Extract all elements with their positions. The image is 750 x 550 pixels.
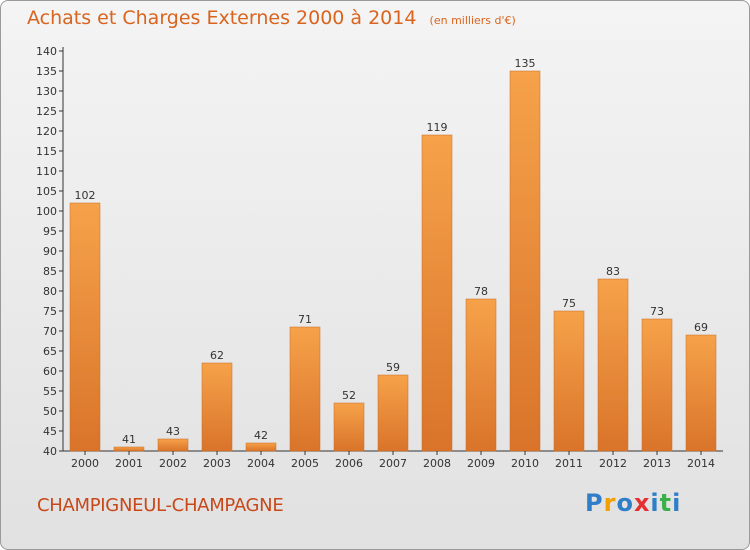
y-tick-label: 70 (43, 325, 57, 338)
data-label-2000: 102 (75, 189, 96, 202)
x-tick-label-2006: 2006 (335, 457, 363, 470)
bar-2006 (333, 402, 365, 452)
bar-2007 (377, 374, 409, 452)
data-label-2013: 73 (650, 305, 664, 318)
y-tick-label: 120 (36, 125, 57, 138)
x-tick-label-2002: 2002 (159, 457, 187, 470)
bar-2014 (685, 334, 717, 452)
chart-subtitle: (en milliers d'€) (429, 14, 516, 27)
x-tick-label-2014: 2014 (687, 457, 715, 470)
y-tick-label: 130 (36, 85, 57, 98)
y-tick-label: 135 (36, 65, 57, 78)
x-tick-label-2009: 2009 (467, 457, 495, 470)
x-tick-label-2001: 2001 (115, 457, 143, 470)
y-tick-label: 110 (36, 165, 57, 178)
y-tick-label: 95 (43, 225, 57, 238)
data-label-2012: 83 (606, 265, 620, 278)
y-tick-label: 100 (36, 205, 57, 218)
bar-2002 (157, 438, 189, 452)
y-tick-label: 75 (43, 305, 57, 318)
y-tick-label: 45 (43, 425, 57, 438)
bar-2004 (245, 442, 277, 452)
bar-2013 (641, 318, 673, 452)
commune-name: CHAMPIGNEUL-CHAMPAGNE (37, 495, 284, 516)
y-tick-label: 40 (43, 445, 57, 458)
data-label-2009: 78 (474, 285, 488, 298)
y-tick-label: 55 (43, 385, 57, 398)
bar-2005 (289, 326, 321, 452)
y-tick-label: 115 (36, 145, 57, 158)
bar-2009 (465, 298, 497, 452)
x-tick-label-2003: 2003 (203, 457, 231, 470)
bar-2000 (69, 202, 101, 452)
data-label-2001: 41 (122, 433, 136, 446)
data-label-2010: 135 (515, 57, 536, 70)
y-tick-label: 60 (43, 365, 57, 378)
bar-2003 (201, 362, 233, 452)
y-tick-label: 80 (43, 285, 57, 298)
y-tick-label: 85 (43, 265, 57, 278)
y-tick-label: 50 (43, 405, 57, 418)
proxiti-logo: Proxiti (585, 489, 682, 517)
x-tick-label-2005: 2005 (291, 457, 319, 470)
title-row: Achats et Charges Externes 2000 à 2014 (… (27, 7, 516, 29)
x-tick-label-2000: 2000 (71, 457, 99, 470)
chart-title: Achats et Charges Externes 2000 à 2014 (27, 7, 417, 29)
y-tick-label: 125 (36, 105, 57, 118)
data-label-2003: 62 (210, 349, 224, 362)
y-tick-label: 140 (36, 45, 57, 58)
y-tick-label: 105 (36, 185, 57, 198)
data-label-2011: 75 (562, 297, 576, 310)
data-label-2006: 52 (342, 389, 356, 402)
y-tick-label: 65 (43, 345, 57, 358)
data-label-2004: 42 (254, 429, 268, 442)
x-tick-label-2011: 2011 (555, 457, 583, 470)
bar-2011 (553, 310, 585, 452)
x-tick-label-2008: 2008 (423, 457, 451, 470)
data-label-2014: 69 (694, 321, 708, 334)
bar-2012 (597, 278, 629, 452)
y-tick-label: 90 (43, 245, 57, 258)
data-label-2008: 119 (427, 121, 448, 134)
bar-2008 (421, 134, 453, 452)
data-label-2007: 59 (386, 361, 400, 374)
data-label-2005: 71 (298, 313, 312, 326)
x-tick-label-2012: 2012 (599, 457, 627, 470)
x-tick-label-2010: 2010 (511, 457, 539, 470)
bar-2010 (509, 70, 541, 452)
x-tick-label-2013: 2013 (643, 457, 671, 470)
x-tick-label-2007: 2007 (379, 457, 407, 470)
x-tick-label-2004: 2004 (247, 457, 275, 470)
bar-2001 (113, 446, 145, 452)
data-label-2002: 43 (166, 425, 180, 438)
